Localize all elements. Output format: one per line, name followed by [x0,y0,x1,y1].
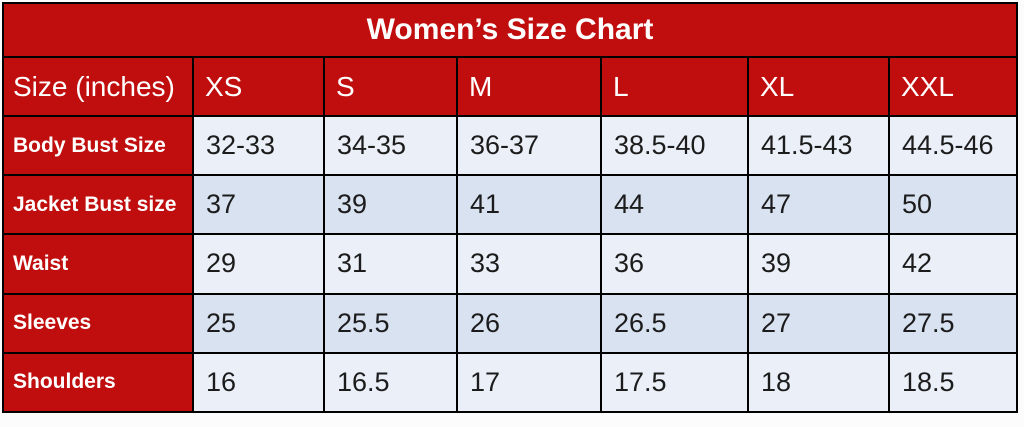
row-label: Shoulders [2,351,194,414]
table-cell: 25.5 [323,292,458,354]
corner-header: Size (inches) [2,56,194,117]
table-row-jacket-bust: Jacket Bust size 37 39 41 44 47 50 [2,174,1019,236]
header-row: Size (inches) XS S M L XL XXL [2,56,1019,117]
table-cell: 34-35 [323,114,458,177]
table-row-waist: Waist 29 31 33 36 39 42 [2,233,1019,295]
table-cell: 39 [747,233,890,295]
table-cell: 27.5 [887,292,1019,354]
table-cell: 42 [887,233,1019,295]
table-cell: 26.5 [600,292,749,354]
table-cell: 37 [192,174,325,236]
table-cell: 32-33 [192,114,325,177]
table-row-sleeves: Sleeves 25 25.5 26 26.5 27 27.5 [2,292,1019,354]
table-cell: 50 [887,174,1019,236]
row-label: Jacket Bust size [2,174,194,236]
table-cell: 18.5 [887,351,1019,414]
column-header-m: M [456,56,602,117]
table-cell: 39 [323,174,458,236]
table-cell: 44.5-46 [887,114,1019,177]
table-cell: 47 [747,174,890,236]
page-title: Women’s Size Chart [1,2,1019,58]
table-cell: 16.5 [323,351,458,414]
size-chart-table: Women’s Size Chart Size (inches) XS S M … [1,2,1019,414]
row-label: Body Bust Size [2,114,194,177]
table-cell: 25 [192,292,325,354]
row-label: Sleeves [2,292,194,354]
table-cell: 31 [323,233,458,295]
table-cell: 36-37 [456,114,602,177]
table-cell: 17 [456,351,602,414]
table-cell: 29 [192,233,325,295]
table-cell: 36 [600,233,749,295]
table-row-shoulders: Shoulders 16 16.5 17 17.5 18 18.5 [2,351,1019,414]
table-cell: 27 [747,292,890,354]
row-label: Waist [2,233,194,295]
table-cell: 26 [456,292,602,354]
table-cell: 41 [456,174,602,236]
table-cell: 33 [456,233,602,295]
column-header-xs: XS [192,56,325,117]
table-cell: 41.5-43 [747,114,890,177]
column-header-xxl: XXL [887,56,1019,117]
table-cell: 38.5-40 [600,114,749,177]
table-cell: 16 [192,351,325,414]
title-row: Women’s Size Chart [1,2,1019,58]
column-header-xl: XL [747,56,890,117]
table-row-body-bust: Body Bust Size 32-33 34-35 36-37 38.5-40… [2,114,1019,177]
column-header-l: L [600,56,749,117]
column-header-s: S [323,56,458,117]
table-cell: 17.5 [600,351,749,414]
table-cell: 44 [600,174,749,236]
table-cell: 18 [747,351,890,414]
